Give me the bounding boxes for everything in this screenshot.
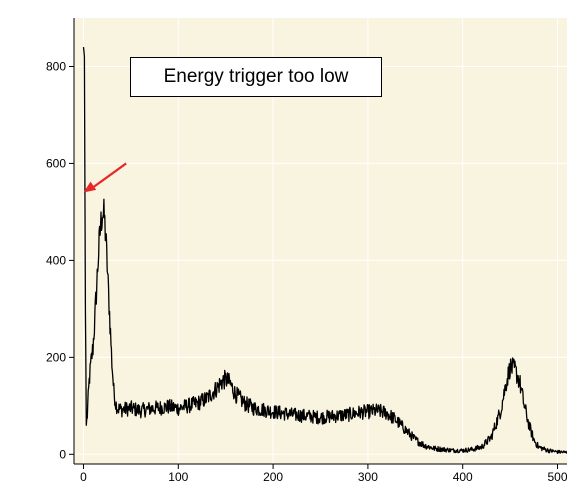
- x-tick-label: 100: [168, 470, 188, 484]
- x-tick-label: 0: [80, 470, 87, 484]
- y-tick-label: 0: [59, 447, 66, 461]
- x-tick-label: 200: [263, 470, 283, 484]
- y-tick-label: 600: [46, 156, 66, 170]
- x-tick-label: 400: [453, 470, 473, 484]
- arrow-head: [83, 181, 97, 193]
- y-tick-label: 200: [46, 350, 66, 364]
- x-tick-label: 300: [358, 470, 378, 484]
- series-line: [82, 47, 567, 454]
- y-tick-label: 400: [46, 253, 66, 267]
- annotation-label: Energy trigger too low: [130, 57, 382, 97]
- y-axis: 0 200 400 600 800: [46, 18, 75, 464]
- arrow-shaft: [90, 162, 127, 190]
- x-tick-label: 500: [548, 470, 567, 484]
- y-tick-label: 800: [46, 59, 66, 73]
- annotation-arrow: [83, 162, 127, 193]
- x-axis: 0 100 200 300 400 500: [74, 463, 567, 484]
